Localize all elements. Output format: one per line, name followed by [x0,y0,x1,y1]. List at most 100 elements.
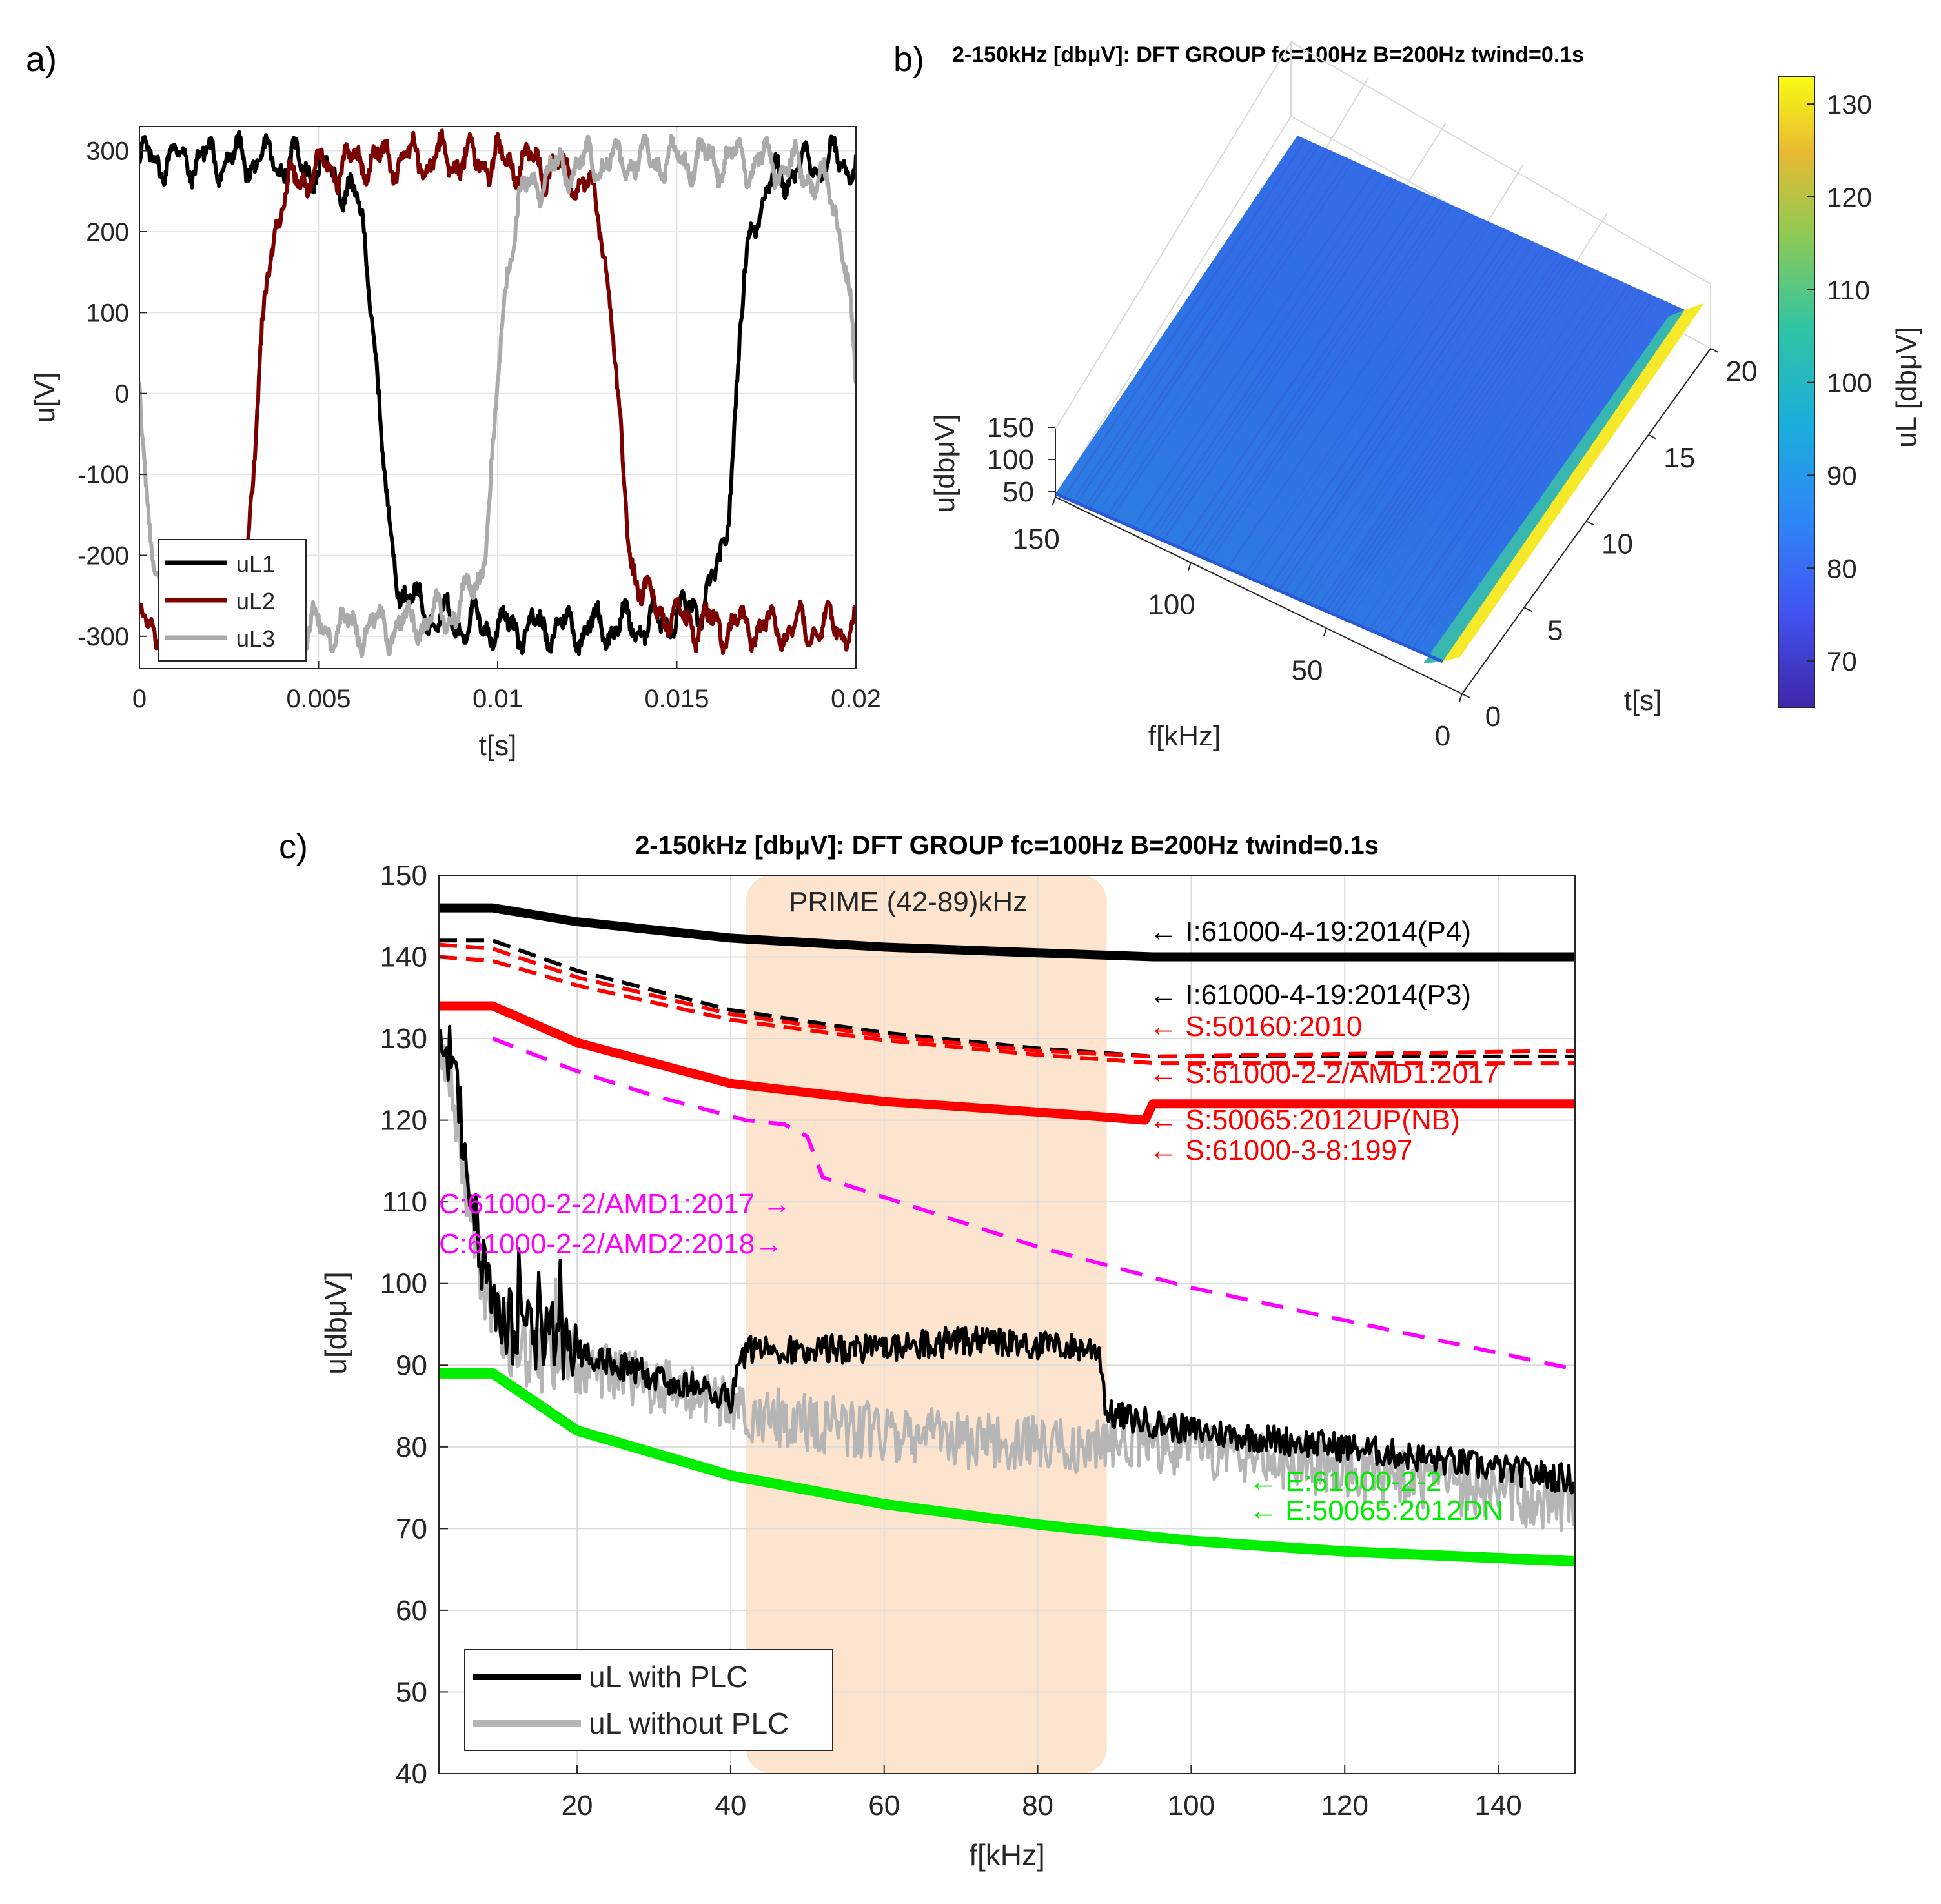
panel-b-streak [1153,179,1397,537]
panel-a-legend-label: uL2 [236,588,275,614]
panel-b-x-axis [1055,496,1463,694]
panel-c-annotation-4: ← S:50065:2012UP(NB) [1149,1104,1460,1136]
panel-b-streak [1347,267,1590,621]
panel-b-streak [1098,154,1341,513]
panel-b-xtick-label: 0 [1435,720,1450,752]
panel-b-zlabel: u[dbμV] [929,414,960,513]
panel-b-colorbar-tick-label: 100 [1827,368,1872,398]
panel-c-ytick-label: 150 [380,860,427,891]
panel-b-ytick [1710,348,1719,353]
panel-c-measured-1 [439,1044,1575,1532]
panel-b-streak [1325,257,1570,612]
panel-b-surface-teal-edge [1423,310,1685,663]
panel-b-streak [1270,232,1514,588]
panel-a-series-uL1 [139,130,856,656]
panel-a-legend: uL1 uL2 uL3 [158,539,307,662]
panel-b-streak [1076,145,1320,504]
panel-b-ytick-label: 5 [1547,614,1563,646]
panel-a-legend-label: uL1 [236,551,275,577]
panel-b-colorbar-ticks: 130 120 110 100 90 80 70 [1807,89,1872,676]
panel-c-limit-lines [439,903,1575,1566]
panel-c-ytick-label: 40 [396,1758,427,1790]
panel-b-ztick-label: 50 [1002,476,1034,508]
panel-c-prime-band [746,875,1107,1774]
panel-b-tag: b) [893,40,924,79]
panel-c-title: 2-150kHz [dbμV]: DFT GROUP fc=100Hz B=20… [635,831,1379,860]
panel-b-colorbar-tick-label: 70 [1827,646,1857,676]
panel-c-ytick-label: 110 [382,1186,427,1218]
panel-c-measured [439,1024,1575,1532]
panel-b-streak [1377,280,1621,634]
panel-c-annotation-7: C:61000-2-2/AMD2:2018→ [439,1228,783,1260]
panel-c-tag: c) [279,827,308,866]
panel-b-streak [1408,294,1651,647]
panel-a-ytick-label: 300 [86,137,129,166]
panel-c: c) 2-150kHz [dbμV]: DFT GROUP fc=100Hz B… [279,827,1576,1872]
panel-a-ylabel: u[V] [29,372,61,423]
panel-c-annotation-2: ← S:50160:2010 [1149,1011,1362,1042]
panel-b-colorbar-tick-label: 90 [1827,460,1857,491]
panel-b-surface-front-edge [1055,492,1443,663]
panel-c-annotation-5: ← S:61000-3-8:1997 [1149,1135,1413,1166]
panel-c-annotation-3: ← S:61000-2-2/AMD1:2017 [1149,1058,1499,1089]
panel-b-ztick-label: 100 [987,444,1034,476]
panel-b-streak [1106,158,1350,517]
panel-c-legend-label: uL with PLC [589,1660,747,1694]
panel-b-streak [1226,212,1470,569]
panel-b-ytick [1461,693,1470,698]
panel-b-streak [1403,292,1647,645]
panel-a: a) 0 0.005 0.01 0.015 0.02 300 200 100 0 -100 -200… [26,40,881,762]
panel-b-colorbar-label: uL [dbμV] [1891,327,1922,448]
panel-b-streak [1072,143,1316,502]
panel-c-axes-box [438,875,1576,1774]
panel-b-xtick [1052,496,1056,505]
panel-b-streak [1192,197,1436,554]
panel-b-ytick [1648,434,1657,440]
panel-b-streak [1330,259,1574,614]
panel-a-ytick-label: 200 [86,218,129,247]
panel-c-ytick-label: 120 [380,1105,427,1137]
panel-b-colorbar-tick-label: 120 [1827,182,1872,212]
panel-b-streak [1360,272,1603,627]
panel-c-xtick-label: 20 [562,1790,593,1821]
panel-a-ytick-label: -300 [77,623,129,651]
panel-a-ticks: 0 0.005 0.01 0.015 0.02 300 200 100 0 -100 -200 -30… [77,137,881,713]
panel-c-ytick-label: 50 [396,1676,427,1708]
panel-c-limit-0 [439,903,1575,962]
panel-c-xtick-label: 40 [715,1790,746,1821]
panel-b-surface-peak-edge [1443,303,1704,662]
panel-c-legend: uL with PLC uL without PLC [464,1649,833,1751]
panel-b-streak [1321,255,1565,610]
panel-b-streak [1274,234,1518,589]
panel-b-streak [1063,139,1307,498]
panel-b-streak [1368,276,1612,631]
panel-a-series-uL2 [139,128,856,655]
panel-b-ylabel: t[s] [1624,685,1662,716]
panel-b-streak [1089,150,1333,509]
panel-c-xlabel: f[kHz] [969,1838,1045,1872]
panel-b-streak [1416,298,1660,651]
panel-b-streak [1334,261,1578,616]
panel-b-streak [1179,191,1423,549]
panel-c-ytick-label: 130 [380,1023,427,1055]
panel-b-xtick [1459,693,1463,702]
panel-c-xtick-label: 140 [1474,1790,1521,1821]
panel-b-ytick-label: 10 [1601,529,1633,560]
panel-b-xlabel: f[kHz] [1148,720,1221,752]
panel-a-ytick-label: 100 [86,299,129,327]
panel-c-ytick-label: 60 [396,1595,427,1626]
panel-b-streak [1110,160,1354,519]
panel-b-streak [1248,222,1492,578]
panel-b-streak [1210,205,1453,562]
panel-c-ylabel: u[dbμV] [319,1271,352,1375]
panel-b-colorbar-tick-label: 110 [1827,275,1870,305]
panel-c-ytick-label: 140 [380,942,427,973]
panel-c-ytick-label: 80 [396,1432,427,1463]
panel-c-ytick-label: 70 [396,1513,427,1544]
panel-b-streak [1201,201,1445,558]
panel-b-streak [1399,290,1642,643]
panel-b-streak [1283,238,1526,593]
panel-b-streak [1304,247,1548,603]
panel-c-legend-box [464,1649,833,1751]
